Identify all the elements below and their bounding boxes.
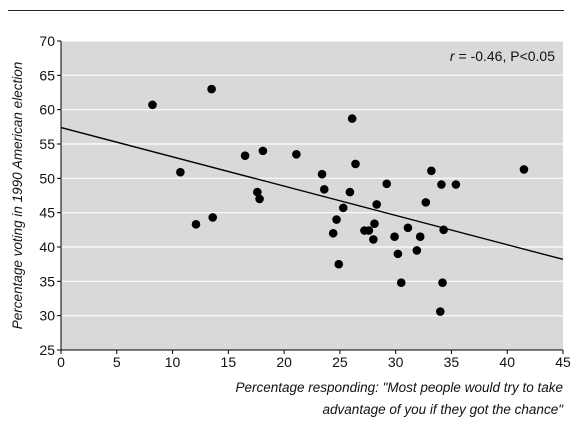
data-point-7 (255, 194, 264, 204)
data-point-9 (292, 150, 301, 159)
gridlines (61, 40, 563, 317)
data-point-36 (439, 225, 448, 235)
x-tick-labels: 0 5 10 15 20 25 30 35 40 45 (57, 354, 571, 370)
y-tick-label-30: 30 (39, 308, 55, 324)
data-point-26 (393, 249, 403, 259)
data-point-27 (396, 278, 406, 288)
data-point-1 (176, 167, 185, 177)
y-tick-labels: 25 30 35 40 45 50 55 60 65 70 (39, 33, 55, 358)
regression-line (60, 126, 564, 261)
data-point-4 (208, 213, 218, 222)
data-point-33 (435, 307, 445, 316)
data-point-21 (369, 235, 378, 244)
x-tick-label-0: 0 (57, 354, 65, 370)
data-point-29 (412, 246, 422, 255)
data-points (148, 84, 529, 316)
x-tick-label-30: 30 (388, 354, 404, 370)
r-symbol: r (450, 48, 456, 64)
data-point-10 (317, 169, 327, 179)
data-point-11 (319, 185, 329, 194)
data-point-30 (415, 232, 425, 241)
data-point-5 (240, 151, 250, 160)
plot-area (61, 41, 563, 350)
data-point-3 (207, 84, 216, 94)
y-tick-label-55: 55 (39, 136, 55, 152)
data-point-6 (253, 187, 262, 197)
data-point-20 (364, 226, 374, 235)
data-point-24 (382, 179, 392, 189)
y-tick-label-45: 45 (39, 205, 55, 221)
x-axis-title-line-2: advantage of you if they got the chance" (323, 402, 565, 417)
data-point-37 (451, 180, 461, 189)
x-tick-label-20: 20 (276, 354, 292, 370)
y-tick-label-35: 35 (39, 273, 55, 289)
top-rule (8, 10, 564, 11)
data-point-38 (519, 165, 529, 174)
x-tick-label-45: 45 (555, 354, 571, 370)
axes (57, 40, 564, 354)
data-point-25 (390, 232, 399, 241)
data-point-31 (421, 198, 431, 207)
y-axis-title: Percentage voting in 1990 American elect… (10, 62, 25, 329)
y-tick-label-50: 50 (39, 170, 55, 186)
data-point-0 (148, 100, 157, 110)
correlation-annotation: r = -0.46, P<0.05 (450, 48, 555, 64)
y-tick-label-70: 70 (39, 33, 55, 49)
data-point-32 (427, 166, 436, 176)
x-axis-title-line-1: Percentage responding: "Most people woul… (236, 380, 564, 395)
x-tick-label-40: 40 (499, 354, 515, 370)
data-point-28 (403, 223, 413, 233)
data-point-18 (351, 159, 360, 169)
data-point-17 (347, 114, 357, 123)
x-tick-label-15: 15 (221, 354, 237, 370)
x-tick-label-25: 25 (332, 354, 348, 370)
data-point-15 (338, 203, 348, 213)
data-point-14 (334, 259, 344, 269)
x-tick-label-5: 5 (113, 354, 121, 370)
data-point-2 (191, 220, 201, 229)
data-point-35 (438, 278, 447, 288)
data-point-34 (437, 180, 446, 189)
data-point-13 (332, 215, 341, 224)
y-tick-label-65: 65 (39, 67, 55, 83)
y-tick-label-60: 60 (39, 102, 55, 118)
data-point-8 (258, 146, 268, 156)
data-point-22 (370, 219, 379, 228)
x-tick-label-35: 35 (444, 354, 460, 370)
data-point-16 (345, 187, 355, 197)
y-tick-label-40: 40 (39, 239, 55, 255)
data-point-12 (328, 228, 338, 238)
y-tick-label-25: 25 (39, 342, 55, 358)
x-tick-label-10: 10 (165, 354, 181, 370)
data-point-23 (372, 200, 382, 209)
r-value: = -0.46, P<0.05 (455, 48, 556, 64)
